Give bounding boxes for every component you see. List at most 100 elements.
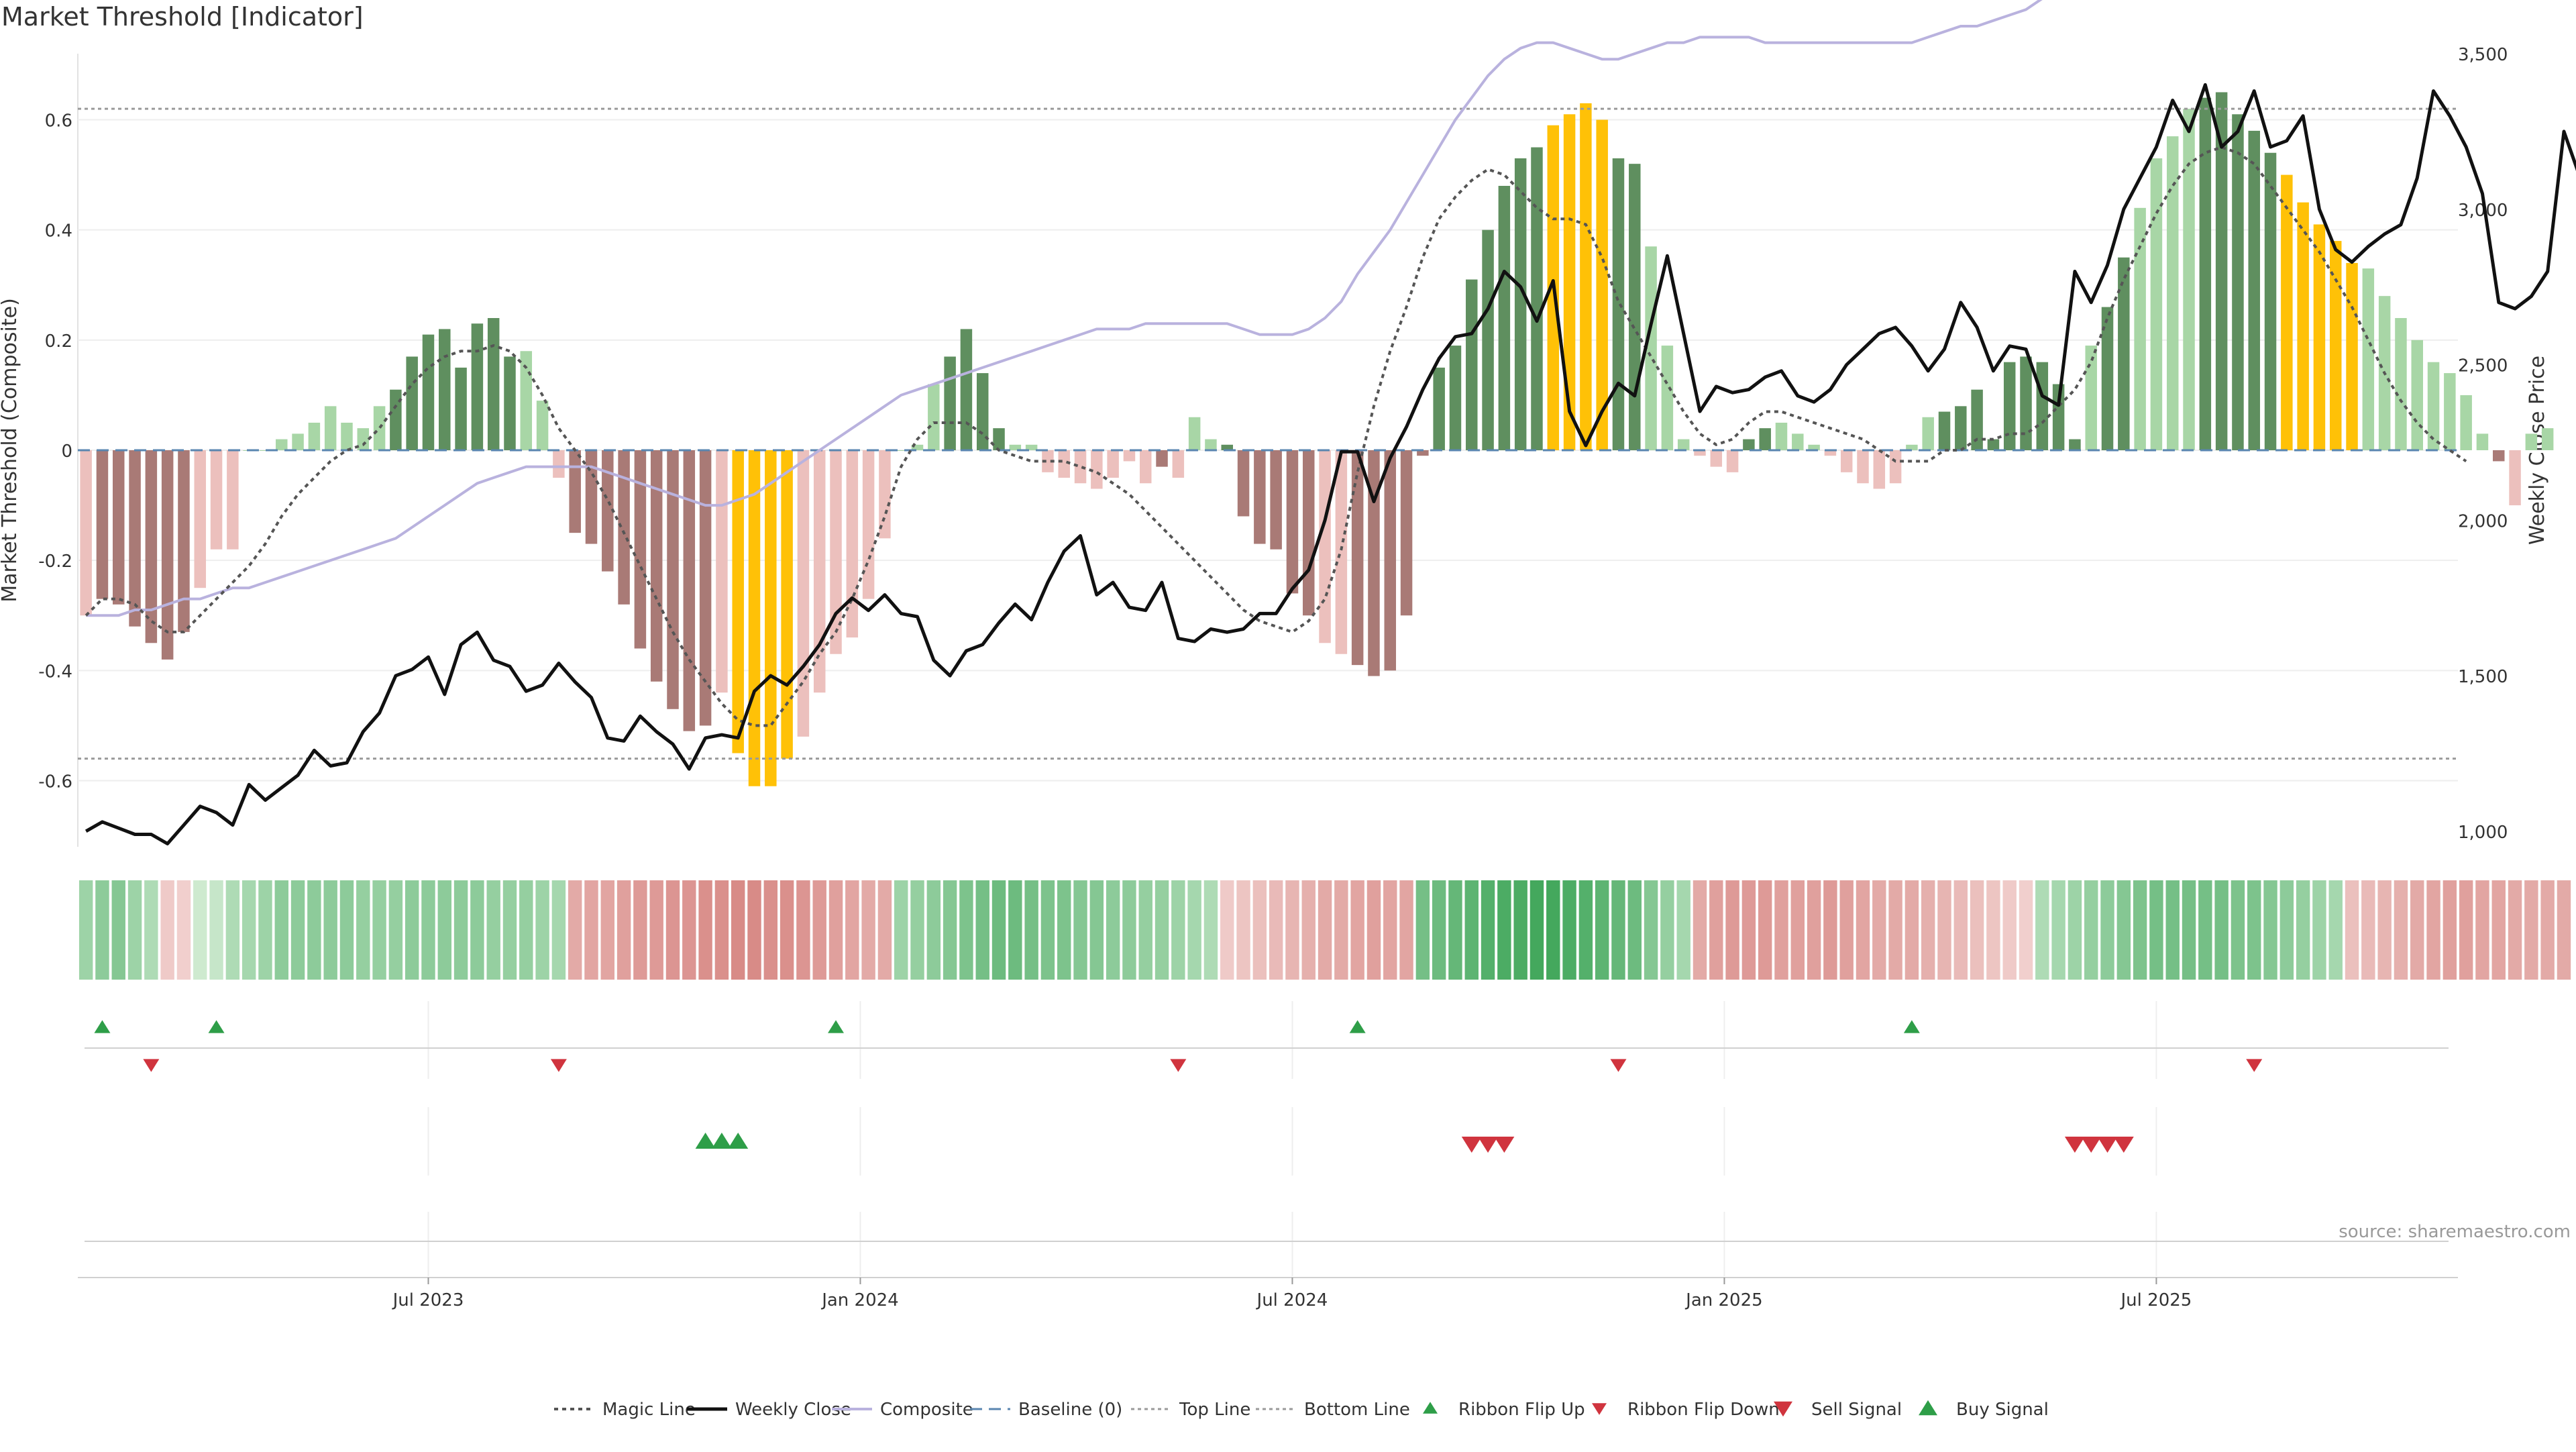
y-axis-label: Market Threshold (Composite)	[0, 298, 21, 603]
ribbon-cell	[2524, 880, 2538, 980]
ribbon-cell	[991, 880, 1006, 980]
ribbon-cell	[127, 880, 142, 980]
ribbon-cell	[861, 880, 875, 980]
composite-bar	[1433, 367, 1445, 450]
ribbon-cell	[1089, 880, 1104, 980]
x-tick-label: Jul 2025	[2120, 1290, 2192, 1310]
composite-bar	[357, 428, 370, 450]
ribbon-cell	[1546, 880, 1560, 980]
composite-bar	[455, 367, 467, 450]
ribbon-cell	[943, 880, 957, 980]
ribbon-cell	[2214, 880, 2229, 980]
ribbon-cell	[1415, 880, 1430, 980]
legend-label: Sell Signal	[1811, 1400, 1902, 1420]
ribbon-cell	[2149, 880, 2163, 980]
ribbon-cell	[274, 880, 288, 980]
composite-bar	[1303, 450, 1315, 616]
composite-bar	[1188, 417, 1201, 450]
composite-bar	[1955, 406, 1967, 450]
legend-item: Sell Signal	[1774, 1400, 1902, 1420]
composite-bar	[1514, 158, 1527, 451]
composite-bar	[618, 450, 630, 605]
composite-bar	[1205, 439, 1217, 450]
ribbon-cell	[486, 880, 500, 980]
composite-bar	[960, 329, 973, 450]
composite-bar	[2248, 130, 2260, 450]
composite-bar	[1368, 450, 1380, 676]
ribbon-cell	[910, 880, 924, 980]
legend-label: Ribbon Flip Down	[1627, 1400, 1780, 1420]
ribbon-cell	[1073, 880, 1087, 980]
composite-bar	[422, 334, 435, 450]
weekly-close-line	[85, 83, 2576, 845]
ribbon-cell	[2491, 880, 2506, 980]
ribbon-cell	[2345, 880, 2359, 980]
ribbon-cell	[1171, 880, 1185, 980]
ribbon-cell	[1986, 880, 2000, 980]
ribbon-cell	[1644, 880, 1658, 980]
composite-bar	[1906, 444, 1918, 450]
ribbon-cell	[780, 880, 794, 980]
composite-bar	[2085, 346, 2097, 450]
composite-bar	[1531, 147, 1543, 450]
composite-bar	[1351, 450, 1364, 666]
y-tick-label: -0.4	[38, 662, 72, 682]
composite-bar	[1417, 450, 1429, 456]
ribbon-cell	[388, 880, 403, 980]
composite-bar	[1563, 114, 1576, 450]
ribbon-cell	[2263, 880, 2277, 980]
ribbon-panel	[78, 880, 2571, 980]
ribbon-cell	[193, 880, 207, 980]
composite-bar	[1824, 450, 1837, 456]
composite-bar	[699, 450, 712, 726]
legend-swatch-flip-down	[1592, 1403, 1607, 1415]
composite-bar	[895, 450, 907, 451]
composite-bar	[341, 422, 353, 450]
composite-bar	[2460, 395, 2472, 450]
ribbon-cell	[2410, 880, 2424, 980]
composite-bar	[879, 450, 891, 539]
composite-bar	[1792, 433, 1804, 450]
ribbon-flip-down-marker	[550, 1059, 567, 1072]
ribbon-cell	[1807, 880, 1821, 980]
ribbon-flip-down-marker	[1610, 1059, 1627, 1072]
ribbon-cell	[1693, 880, 1707, 980]
ribbon-cell	[1513, 880, 1527, 980]
composite-bar	[1123, 450, 1136, 462]
ribbon-cell	[2165, 880, 2180, 980]
composite-bar	[504, 356, 516, 450]
composite-bar	[683, 450, 696, 731]
composite-bar	[1466, 279, 1478, 450]
ribbon-cell	[160, 880, 174, 980]
legend-item: Top Line	[1131, 1400, 1250, 1420]
composite-bar	[1759, 428, 1771, 450]
sell-signal-marker	[1461, 1137, 1482, 1153]
composite-bar	[2232, 114, 2244, 450]
ribbon-cell	[1024, 880, 1038, 980]
composite-bar	[1710, 450, 1723, 467]
composite-bar	[634, 450, 647, 649]
composite-bar	[1139, 450, 1152, 484]
ribbon-cell	[2394, 880, 2408, 980]
ribbon-cell	[1725, 880, 1739, 980]
ribbon-cell	[405, 880, 419, 980]
y2-tick-label: 1,000	[2458, 823, 2508, 843]
composite-bar	[2003, 362, 2016, 450]
ribbon-cell	[2084, 880, 2098, 980]
composite-bar	[1677, 439, 1690, 450]
ribbon-cell	[2182, 880, 2196, 980]
date-axis: Jul 2023 Jan 2024 Jul 2024 Jan 2025 Jul 2025	[78, 1277, 2458, 1310]
ribbon-cell	[1856, 880, 1870, 980]
composite-bar	[2264, 152, 2277, 450]
composite-bar	[1694, 450, 1706, 456]
ribbon-cell	[2231, 880, 2245, 980]
ribbon-cell	[2019, 880, 2033, 980]
ribbon-cell	[2508, 880, 2522, 980]
composite-bar	[292, 433, 304, 450]
composite-bar	[1987, 439, 2000, 450]
ribbon-cell	[1888, 880, 1902, 980]
legend-item: Buy Signal	[1919, 1400, 2049, 1420]
ribbon-cell	[975, 880, 989, 980]
composite-bar	[1808, 444, 1820, 450]
